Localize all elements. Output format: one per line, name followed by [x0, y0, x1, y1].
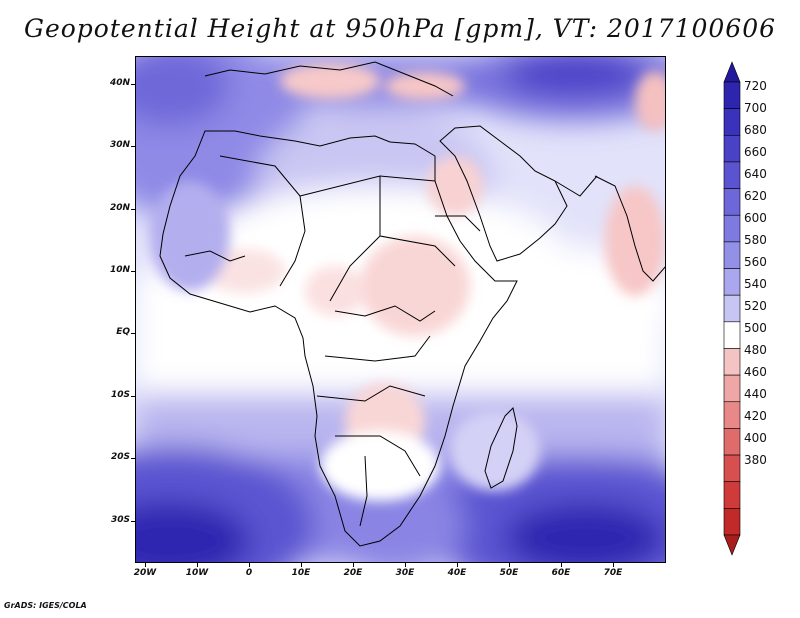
colorbar-label: 600 [744, 211, 767, 225]
lat-tick [131, 209, 135, 210]
colorbar-label: 700 [744, 101, 767, 115]
colorbar-segment [723, 161, 741, 189]
lon-tick [561, 563, 562, 567]
colorbar-label: 380 [744, 453, 767, 467]
colorbar-top-triangle [723, 61, 741, 83]
colorbar-label: 400 [744, 431, 767, 445]
lon-tick [301, 563, 302, 567]
colorbar-label: 460 [744, 365, 767, 379]
map-panel [135, 56, 666, 563]
colorbar-segment [723, 134, 741, 163]
footer-credit: GrADS: IGES/COLA [4, 601, 87, 610]
lat-tick [131, 271, 135, 272]
colorbar-label: 500 [744, 321, 767, 335]
lat-tick [131, 146, 135, 147]
lat-tick [131, 333, 135, 334]
colorbar-segment [723, 401, 741, 429]
lon-tick [249, 563, 250, 567]
lat-label-10s: 10S [110, 390, 130, 400]
colorbar-segment [723, 321, 741, 349]
colorbar-segment [723, 81, 741, 109]
lon-tick [405, 563, 406, 567]
colorbar-segment [723, 294, 741, 323]
colorbar-label: 520 [744, 299, 767, 313]
colorbar-segment [723, 508, 741, 536]
lon-label-30e: 30E [395, 568, 415, 578]
lon-tick [457, 563, 458, 567]
colorbar-label: 420 [744, 409, 767, 423]
colorbar-label: 540 [744, 277, 767, 291]
colorbar-label: 580 [744, 233, 767, 247]
lat-label-20n: 20N [109, 203, 130, 213]
colorbar-segment [723, 268, 741, 296]
colorbar-segment [723, 348, 741, 376]
lon-label-60e: 60E [551, 568, 571, 578]
lon-label-0: 0 [245, 568, 253, 578]
lat-tick [131, 458, 135, 459]
colorbar-bottom-triangle [723, 534, 741, 556]
colorbar-label: 560 [744, 255, 767, 269]
colorbar-label: 640 [744, 167, 767, 181]
lat-tick [131, 521, 135, 522]
height-field-svg [135, 56, 666, 563]
lon-tick [353, 563, 354, 567]
colorbar-label: 480 [744, 343, 767, 357]
lon-tick [613, 563, 614, 567]
lat-label-20s: 20S [110, 452, 130, 462]
lat-tick [131, 396, 135, 397]
lon-label-10e: 10E [291, 568, 311, 578]
lat-label-eq: EQ [116, 327, 130, 337]
colorbar-segment [723, 214, 741, 243]
colorbar [722, 60, 742, 557]
colorbar-svg [723, 61, 741, 556]
colorbar-segment [723, 454, 741, 483]
lon-tick [197, 563, 198, 567]
plot-title: Geopotential Height at 950hPa [gpm], VT:… [23, 14, 777, 43]
lat-label-30s: 30S [110, 515, 130, 525]
lon-label-40e: 40E [447, 568, 467, 578]
lon-tick [509, 563, 510, 567]
lon-tick [145, 563, 146, 567]
lon-label-50e: 50E [499, 568, 519, 578]
field-detail [150, 63, 666, 501]
colorbar-segment [723, 241, 741, 269]
lat-label-10n: 10N [109, 265, 130, 275]
lat-label-40n: 40N [109, 78, 130, 88]
colorbar-label: 620 [744, 189, 767, 203]
colorbar-label: 440 [744, 387, 767, 401]
lon-label-20e: 20E [343, 568, 363, 578]
colorbar-segment [723, 374, 741, 403]
lon-label-70e: 70E [603, 568, 623, 578]
colorbar-label: 680 [744, 123, 767, 137]
colorbar-segment [723, 188, 741, 216]
lat-tick [131, 84, 135, 85]
lat-label-30n: 30N [109, 140, 130, 150]
colorbar-segment [723, 481, 741, 509]
lon-label-20w: 20W [133, 568, 157, 578]
colorbar-label: 660 [744, 145, 767, 159]
lon-label-10w: 10W [185, 568, 209, 578]
colorbar-segment [723, 428, 741, 456]
colorbar-label: 720 [744, 79, 767, 93]
coastlines [159, 61, 666, 547]
colorbar-segment [723, 108, 741, 136]
